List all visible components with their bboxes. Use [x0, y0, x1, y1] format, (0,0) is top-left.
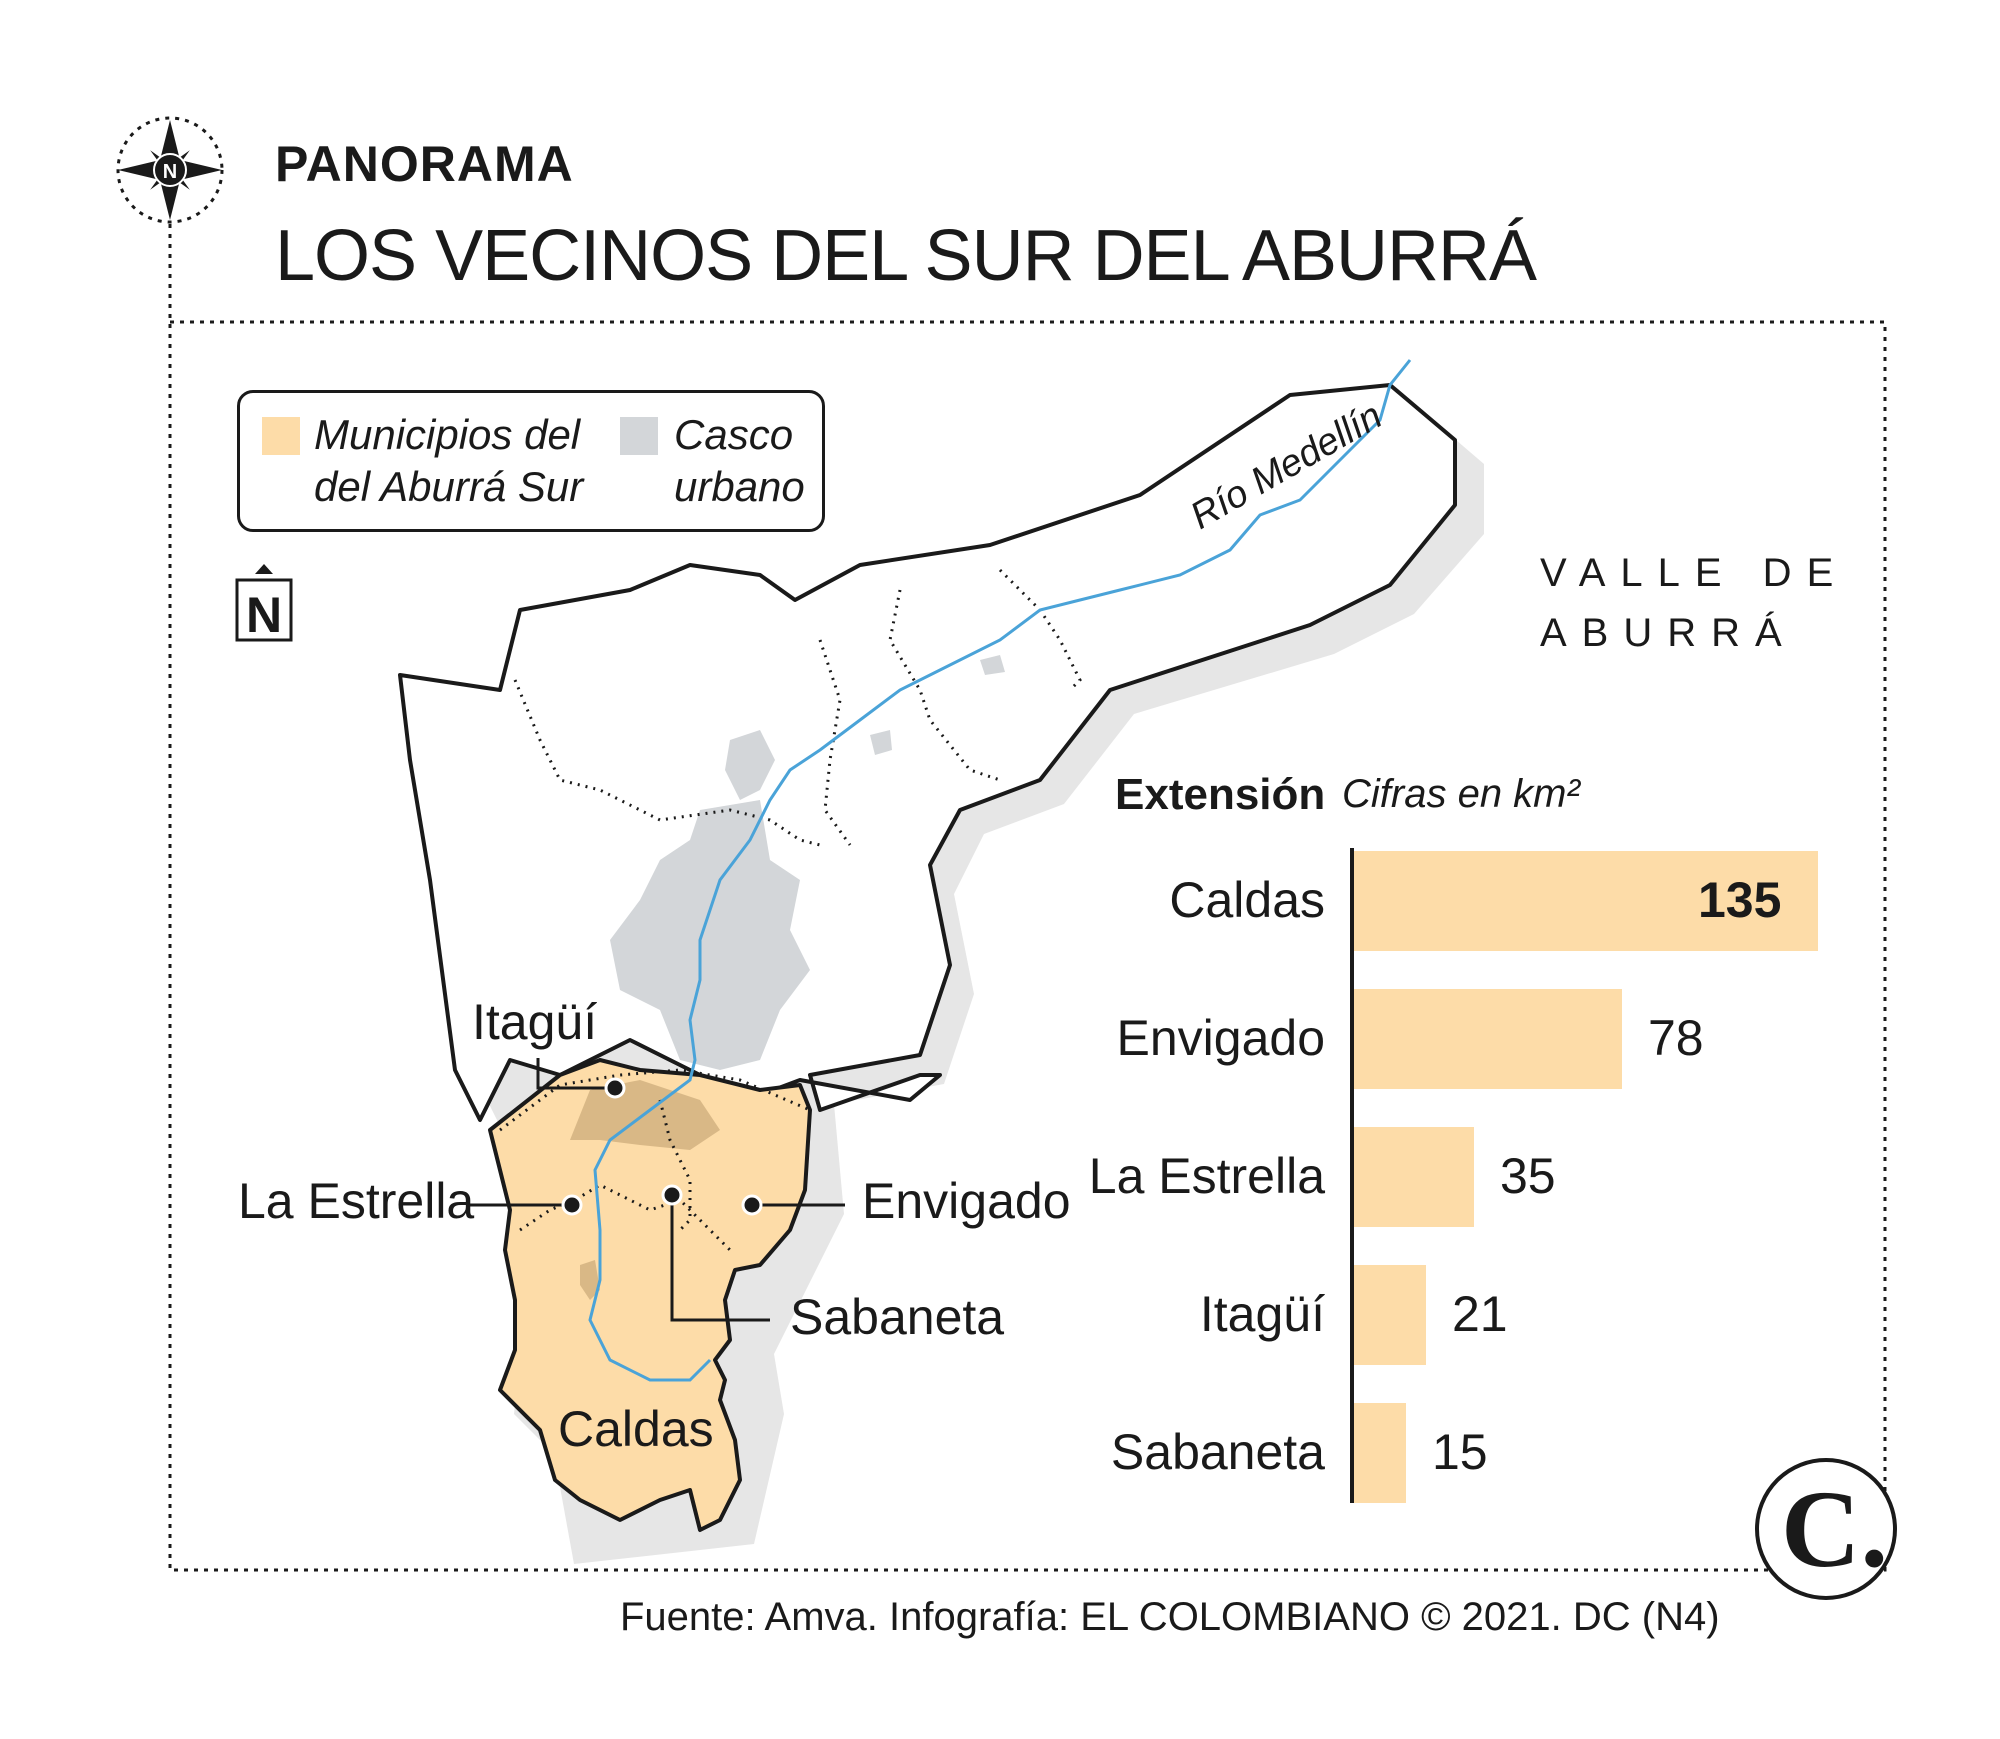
- estrella-dot: [561, 1194, 583, 1216]
- page-title: LOS VECINOS DEL SUR DEL ABURRÁ: [275, 216, 1537, 296]
- sabaneta-leader: [670, 1198, 770, 1322]
- bar-category-label: Caldas: [1169, 872, 1325, 928]
- casco-urbano-sur-2: [580, 1260, 600, 1300]
- itagui-dot: [604, 1077, 626, 1099]
- svg-text:N: N: [163, 161, 177, 183]
- bar-value-label: 35: [1500, 1148, 1556, 1204]
- bar-category-label: Itagüí: [1199, 1286, 1325, 1342]
- bar-value-label: 15: [1432, 1424, 1488, 1480]
- casco-urbano-norte-2: [870, 730, 892, 755]
- north-arrow-icon: N: [235, 564, 293, 643]
- bar-value-label: 78: [1648, 1010, 1704, 1066]
- sabaneta-dot: [661, 1184, 683, 1206]
- bar: [1354, 1265, 1426, 1365]
- legend: Municipios del del Aburrá Sur Casco urba…: [237, 390, 825, 532]
- bar-value-label: 135: [1698, 872, 1782, 928]
- el-colombiano-logo: C.: [1755, 1458, 1897, 1600]
- legend-label-municipios: Municipios del del Aburrá Sur: [314, 411, 584, 510]
- kicker: PANORAMA: [275, 136, 574, 192]
- source-credit: Fuente: Amva. Infografía: EL COLOMBIANO …: [620, 1595, 1720, 1639]
- bar-category-label: La Estrella: [1088, 1148, 1325, 1204]
- chart-subtitle: Cifras en km²: [1342, 772, 1580, 816]
- logo-text: C.: [1781, 1468, 1888, 1590]
- bar: [1354, 1127, 1474, 1227]
- casco-urbano-norte-3: [980, 655, 1005, 675]
- bar: [1354, 851, 1818, 951]
- casco-urbano-norte: [725, 730, 775, 800]
- north-label: N: [246, 587, 282, 643]
- aburra-sur-area: [488, 1058, 812, 1532]
- label-sabaneta: Sabaneta: [790, 1289, 1005, 1345]
- label-itagui: Itagüí: [472, 994, 598, 1050]
- chart-axis-line: [1350, 848, 1354, 1503]
- envigado-dot: [741, 1194, 763, 1216]
- region-label: VALLE DE ABURRÁ: [1540, 551, 1849, 655]
- rio-medellin-line: [588, 359, 1412, 1382]
- casco-urbano-medellin: [610, 800, 810, 1070]
- chart-title: Extensión: [1115, 770, 1326, 819]
- legend-label-urbano: Casco urbano: [674, 411, 805, 510]
- bar: [1354, 1403, 1406, 1503]
- label-envigado: Envigado: [862, 1173, 1071, 1229]
- label-caldas: Caldas: [558, 1401, 714, 1457]
- label-la-estrella: La Estrella: [238, 1173, 475, 1229]
- legend-swatch-urbano: [620, 417, 658, 455]
- bar-category-label: Envigado: [1116, 1010, 1326, 1066]
- bar: [1354, 989, 1622, 1089]
- legend-swatch-municipios: [262, 417, 300, 455]
- bar-category-label: Sabaneta: [1110, 1424, 1325, 1480]
- itagui-leader: [536, 1058, 615, 1090]
- bar-value-label: 21: [1452, 1286, 1508, 1342]
